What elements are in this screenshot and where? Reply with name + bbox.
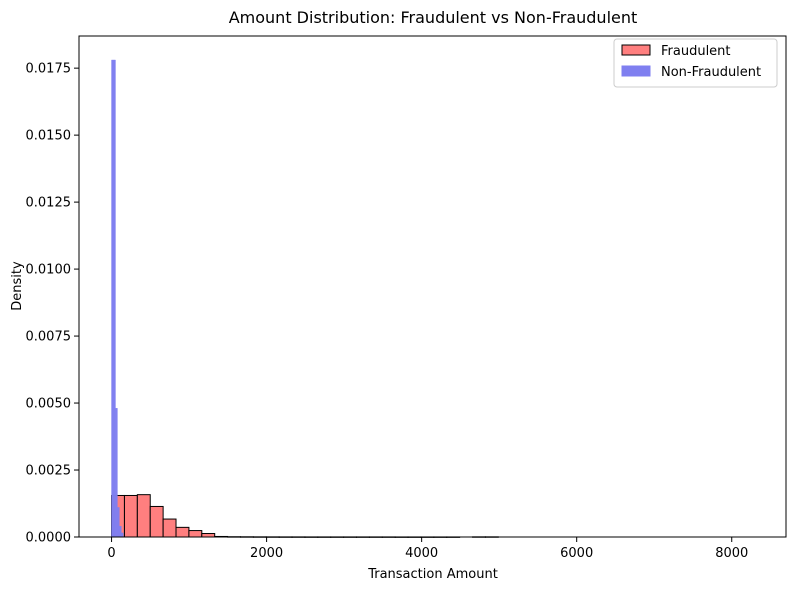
bar-fraudulent bbox=[201, 533, 216, 538]
x-tick-label: 6000 bbox=[560, 546, 593, 561]
x-axis-ticks: 0 2000 4000 6000 8000 bbox=[107, 537, 748, 561]
x-tick-label: 4000 bbox=[405, 546, 438, 561]
x-axis-label: Transaction Amount bbox=[367, 567, 498, 582]
bar-fraudulent bbox=[136, 494, 151, 538]
bar-fraudulent bbox=[175, 526, 190, 538]
y-tick-label: 0.0100 bbox=[26, 263, 72, 278]
legend-label-non-fraudulent: Non-Fraudulent bbox=[661, 65, 761, 80]
bar-fraudulent bbox=[162, 518, 177, 538]
legend: Fraudulent Non-Fraudulent bbox=[613, 38, 778, 88]
y-axis-ticks: 0.0000 0.0025 0.0050 0.0075 0.0100 0.0125 0.01… bbox=[26, 62, 79, 546]
legend-box bbox=[613, 38, 778, 88]
bar-fraudulent bbox=[123, 494, 138, 538]
y-tick-label: 0.0050 bbox=[26, 397, 72, 412]
legend-swatch-fraudulent bbox=[621, 44, 651, 56]
y-tick-label: 0.0075 bbox=[26, 330, 72, 345]
bar-fraudulent bbox=[149, 505, 164, 538]
x-tick-label: 8000 bbox=[715, 546, 748, 561]
y-tick-label: 0.0025 bbox=[26, 464, 72, 479]
legend-label-fraudulent: Fraudulent bbox=[661, 44, 731, 59]
bar-fraudulent bbox=[188, 530, 203, 538]
y-tick-label: 0.0000 bbox=[26, 531, 72, 546]
y-tick-label: 0.0175 bbox=[26, 62, 72, 77]
plot-frame bbox=[78, 35, 787, 538]
x-tick-label: 0 bbox=[107, 546, 115, 561]
bar-non-fraudulent bbox=[121, 532, 124, 538]
legend-swatch-non-fraudulent bbox=[621, 65, 651, 77]
x-tick-label: 2000 bbox=[250, 546, 283, 561]
y-tick-label: 0.0150 bbox=[26, 129, 72, 144]
y-tick-label: 0.0125 bbox=[26, 196, 72, 211]
chart-title: Amount Distribution: Fraudulent vs Non-F… bbox=[229, 8, 638, 27]
y-axis-label: Density bbox=[10, 261, 25, 311]
